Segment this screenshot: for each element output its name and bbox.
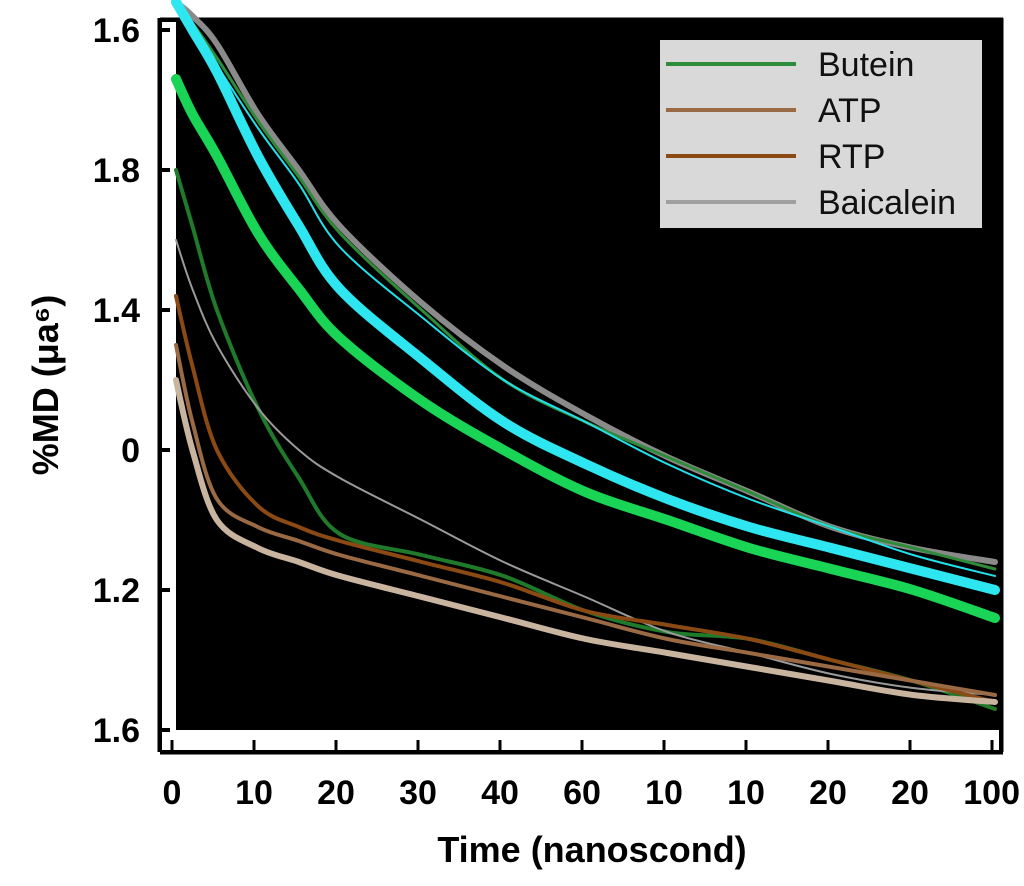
plot-inner-margin-left <box>162 22 176 750</box>
legend-label-atp: ATP <box>818 92 882 130</box>
series-line-atp <box>174 343 997 697</box>
y-tick-label: 1.2 <box>93 572 140 610</box>
y-tick-label: 0 <box>121 432 140 470</box>
x-axis-ticks: 0 10 20 30 40 60 10 10 20 20 100 <box>163 740 1020 812</box>
x-axis-title: Time (nanoscond) <box>437 829 746 870</box>
x-tick-label: 10 <box>727 774 765 812</box>
legend-label-rtp: RTP <box>818 138 885 176</box>
series-line-beige <box>173 377 998 705</box>
legend: Butein ATP RTP Baicalein <box>660 40 982 228</box>
x-tick-label: 100 <box>963 774 1020 812</box>
x-tick-label: 0 <box>163 774 182 812</box>
y-tick-label: 1.8 <box>93 152 140 190</box>
series-line-rtp <box>174 294 997 704</box>
y-tick-label: 1.4 <box>93 292 140 330</box>
y-axis-ticks: 1.6 1.8 1.4 0 1.2 1.6 <box>93 12 170 750</box>
series-line-green-bright <box>171 74 1000 623</box>
x-tick-label: 40 <box>481 774 519 812</box>
legend-label-butein: Butein <box>818 46 914 84</box>
x-tick-label: 20 <box>317 774 355 812</box>
series-line-cyan-thick <box>171 0 1000 595</box>
legend-label-baicalein: Baicalein <box>818 184 956 222</box>
legend-box <box>660 40 982 228</box>
y-axis-title: %MD (μa⁶) <box>25 295 66 476</box>
series-layer <box>171 0 1000 711</box>
y-tick-label: 1.6 <box>93 12 140 50</box>
x-tick-label: 10 <box>645 774 683 812</box>
x-tick-label: 60 <box>563 774 601 812</box>
x-tick-label: 10 <box>235 774 273 812</box>
series-line-gray-thin <box>175 239 996 696</box>
x-tick-label: 20 <box>891 774 929 812</box>
x-tick-label: 20 <box>809 774 847 812</box>
y-tick-label: 1.6 <box>93 712 140 750</box>
x-tick-label: 30 <box>399 774 437 812</box>
series-line-cyan <box>175 1 996 577</box>
